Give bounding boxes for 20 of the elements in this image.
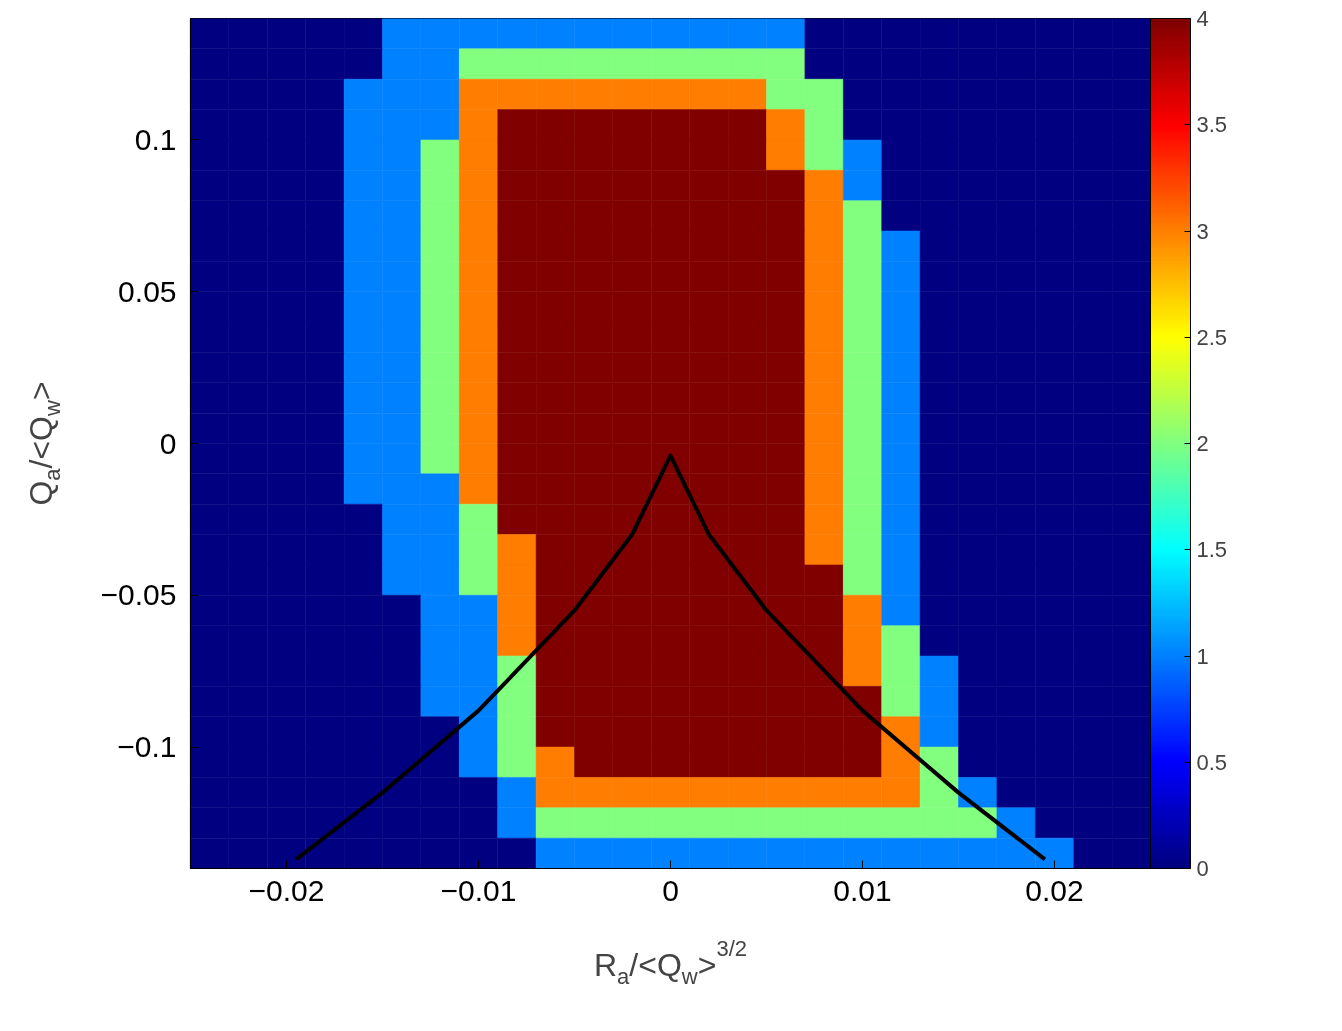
y-tick-label: 0.05 [118, 274, 177, 308]
color-bar-label: 2.5 [1196, 324, 1228, 350]
color-bar-label: 3.5 [1196, 112, 1228, 138]
x-tick-label: −0.02 [248, 873, 325, 907]
color-bar-label: 1.5 [1196, 537, 1228, 563]
y-tick-label: −0.1 [117, 730, 177, 764]
y-tick-label: −0.05 [100, 578, 177, 612]
y-tick-label: 0.1 [134, 122, 177, 156]
x-tick-label: 0 [662, 873, 679, 907]
color-bar-label: 0 [1196, 856, 1209, 881]
color-bar-label: 1 [1196, 643, 1209, 669]
color-bar-label: 0.5 [1196, 749, 1228, 775]
y-axis-title: Qa/<Qw> [22, 381, 65, 506]
color-bar-label: 3 [1196, 218, 1209, 244]
y-tick-label: 0 [159, 426, 177, 460]
color-bar-label: 4 [1196, 6, 1209, 31]
color-bar-label: 2 [1196, 431, 1209, 456]
x-tick-label: 0.02 [1025, 873, 1084, 907]
x-tick-label: −0.01 [440, 873, 517, 907]
x-tick-label: 0.01 [833, 873, 892, 907]
